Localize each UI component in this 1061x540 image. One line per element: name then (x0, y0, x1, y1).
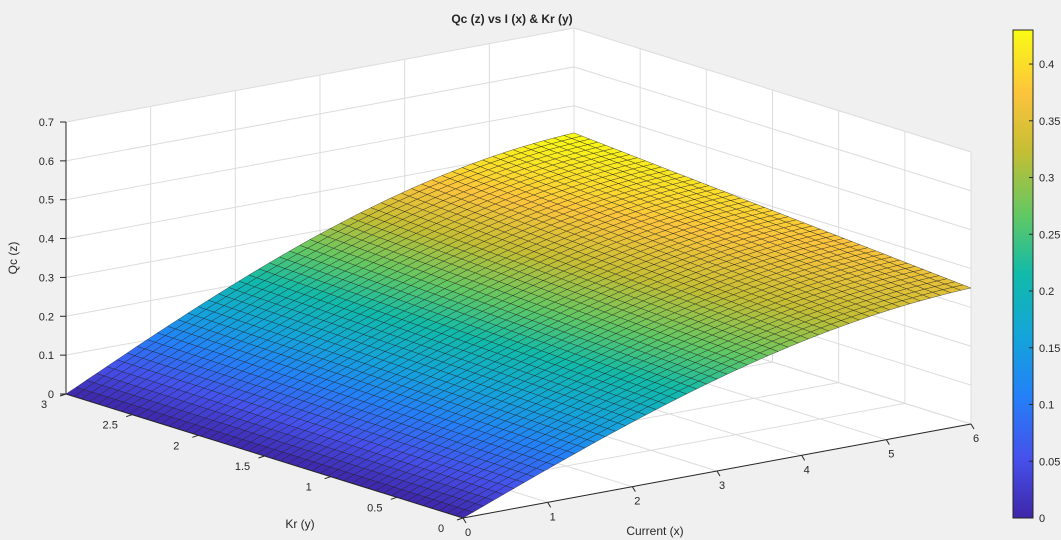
x-tick-mark (716, 470, 721, 477)
colorbar-tick-label: 0.3 (1039, 173, 1054, 185)
y-tick-label: 2 (173, 440, 179, 452)
colorbar: 0 0.05 0.1 0.15 0.2 0.25 0.3 0.35 0.4 (1012, 29, 1060, 525)
colorbar-tick-label: 0.05 (1039, 456, 1060, 468)
z-tick-label: 0 (48, 389, 54, 401)
x-tick-mark (631, 486, 636, 492)
colorbar-tick-label: 0 (1039, 513, 1045, 525)
y-tick-mark (126, 414, 133, 418)
x-tick-label: 3 (719, 480, 725, 492)
x-tick-label: 6 (973, 433, 979, 445)
colorbar-tick-label: 0.15 (1039, 343, 1060, 355)
y-tick-mark (258, 455, 265, 459)
x-axis-label: Current (x) (626, 524, 683, 538)
y-tick-label: 2.5 (103, 420, 118, 432)
z-axis-label: Qc (z) (6, 242, 20, 275)
z-tick-label: 0.1 (39, 350, 54, 362)
grid-line-z-side (573, 27, 972, 153)
z-tick-label: 0.4 (39, 234, 54, 246)
y-tick-mark (456, 517, 464, 521)
y-axis-label: Kr (y) (285, 517, 314, 531)
colorbar-tick-label: 0.1 (1039, 400, 1054, 412)
x-tick-mark (462, 517, 467, 524)
tick-labels: 012345600.511.522.5300.10.20.30.40.50.60… (39, 117, 979, 539)
grid-line-z-back (65, 66, 575, 162)
colorbar-tick-label: 0.25 (1039, 229, 1060, 241)
z-tick-label: 0.2 (39, 311, 54, 323)
grid-line-z-side (573, 66, 972, 192)
grid-line-z-back (65, 27, 575, 123)
y-tick-label: 1 (306, 482, 312, 494)
y-tick-label: 1.5 (235, 461, 250, 473)
x-tick-mark (885, 439, 890, 445)
grid-line-z-side (573, 105, 972, 231)
y-tick-label: 0.5 (367, 502, 382, 514)
x-tick-label: 5 (888, 449, 894, 461)
y-tick-label: 0 (438, 523, 444, 535)
x-tick-label: 1 (550, 511, 556, 523)
surface-plot[interactable] (65, 132, 972, 519)
chart-title: Qc (z) vs I (x) & Kr (y) (451, 12, 572, 26)
y-tick-mark (192, 434, 199, 438)
z-tick-label: 0.5 (39, 195, 54, 207)
z-tick-label: 0.3 (39, 272, 54, 284)
x-tick-label: 4 (804, 464, 810, 476)
z-tick-label: 0.6 (39, 156, 54, 168)
colorbar-tick-label: 0.2 (1039, 286, 1054, 298)
x-tick-mark (970, 423, 975, 430)
y-tick-label: 3 (41, 399, 47, 411)
y-tick-mark (390, 496, 397, 500)
x-tick-label: 2 (634, 496, 640, 508)
axes-lines (59, 121, 975, 524)
x-tick-label: 0 (465, 527, 471, 539)
x-tick-mark (801, 455, 806, 461)
colorbar-tick-label: 0.35 (1039, 116, 1060, 128)
colorbar-gradient (1012, 29, 1034, 519)
x-tick-mark (547, 502, 552, 508)
grid-line-z-back (65, 105, 575, 201)
colorbar-tick-label: 0.4 (1039, 59, 1054, 71)
y-tick-mark (324, 476, 331, 480)
z-tick-label: 0.7 (39, 117, 54, 129)
